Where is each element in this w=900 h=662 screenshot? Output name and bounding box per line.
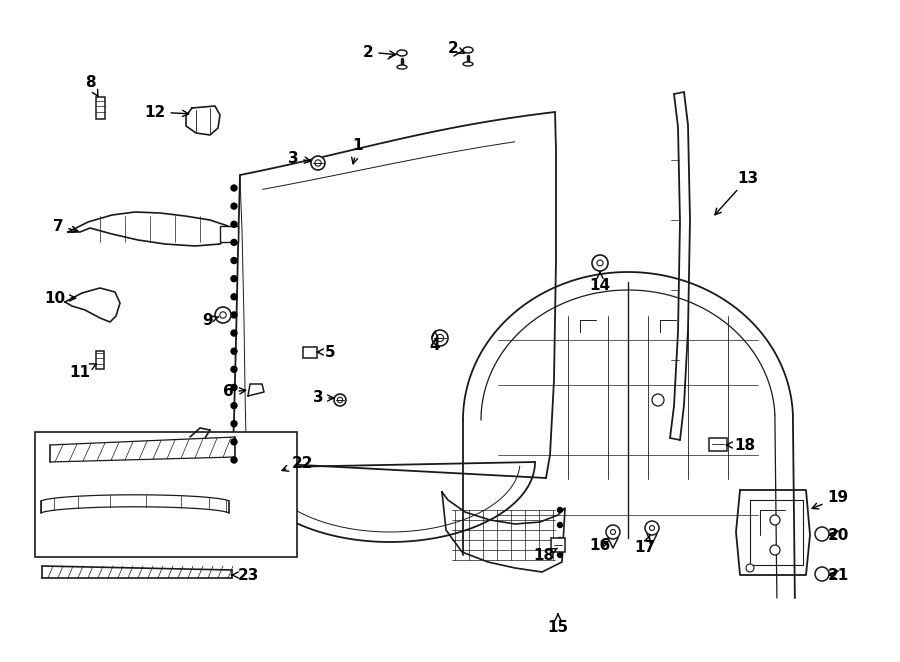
Circle shape — [315, 160, 321, 166]
Circle shape — [334, 394, 346, 406]
Circle shape — [231, 439, 237, 445]
Text: 11: 11 — [69, 364, 96, 379]
Text: 22: 22 — [282, 455, 313, 471]
Circle shape — [231, 275, 237, 281]
Text: 4: 4 — [429, 332, 440, 352]
Circle shape — [220, 312, 226, 318]
Bar — [709, 438, 727, 451]
Circle shape — [231, 421, 237, 427]
Circle shape — [231, 294, 237, 300]
Circle shape — [231, 185, 237, 191]
Circle shape — [557, 553, 562, 557]
Text: 21: 21 — [827, 567, 849, 583]
Circle shape — [610, 530, 616, 534]
Text: 8: 8 — [85, 75, 98, 96]
Ellipse shape — [463, 62, 473, 66]
Circle shape — [557, 538, 562, 542]
Bar — [303, 346, 317, 357]
Ellipse shape — [397, 50, 407, 56]
Text: 3: 3 — [288, 150, 310, 166]
Circle shape — [815, 527, 829, 541]
Text: 1: 1 — [352, 138, 364, 164]
Circle shape — [652, 394, 664, 406]
Circle shape — [597, 260, 603, 266]
Circle shape — [231, 203, 237, 209]
Circle shape — [231, 240, 237, 246]
Text: 5: 5 — [318, 344, 336, 359]
Circle shape — [338, 397, 343, 402]
Bar — [35, 432, 297, 557]
Text: 2: 2 — [363, 44, 396, 60]
Text: 17: 17 — [634, 535, 655, 555]
Text: 2: 2 — [447, 40, 464, 56]
Circle shape — [231, 330, 237, 336]
Circle shape — [231, 366, 237, 372]
Bar — [95, 97, 104, 119]
Circle shape — [650, 526, 654, 530]
Text: 14: 14 — [590, 271, 610, 293]
Text: 19: 19 — [812, 491, 849, 509]
Circle shape — [311, 156, 325, 170]
Text: 18: 18 — [534, 547, 557, 563]
Ellipse shape — [463, 47, 473, 53]
Circle shape — [231, 221, 237, 227]
Circle shape — [770, 515, 780, 525]
Circle shape — [215, 307, 231, 323]
Ellipse shape — [397, 65, 407, 69]
Circle shape — [231, 457, 237, 463]
Text: 13: 13 — [715, 171, 759, 214]
Text: 15: 15 — [547, 614, 569, 636]
Text: 10: 10 — [44, 291, 76, 305]
Circle shape — [645, 521, 659, 535]
Circle shape — [815, 567, 829, 581]
Circle shape — [231, 385, 237, 391]
Text: 3: 3 — [312, 391, 334, 406]
Bar — [551, 538, 565, 552]
Circle shape — [231, 258, 237, 263]
Bar — [96, 351, 104, 369]
Circle shape — [606, 525, 620, 539]
Circle shape — [436, 334, 444, 342]
Circle shape — [231, 312, 237, 318]
Circle shape — [557, 522, 562, 528]
Circle shape — [557, 508, 562, 512]
Text: 20: 20 — [827, 528, 849, 542]
Text: 9: 9 — [202, 312, 219, 328]
Circle shape — [770, 545, 780, 555]
Text: 18: 18 — [726, 438, 756, 453]
Circle shape — [231, 402, 237, 408]
Text: 7: 7 — [53, 218, 77, 234]
Circle shape — [231, 348, 237, 354]
Circle shape — [592, 255, 608, 271]
Circle shape — [432, 330, 448, 346]
Bar — [220, 226, 238, 242]
Circle shape — [746, 564, 754, 572]
Text: 12: 12 — [144, 105, 189, 120]
Text: 16: 16 — [590, 538, 610, 553]
Text: 23: 23 — [231, 567, 258, 583]
Text: 6: 6 — [222, 385, 246, 399]
